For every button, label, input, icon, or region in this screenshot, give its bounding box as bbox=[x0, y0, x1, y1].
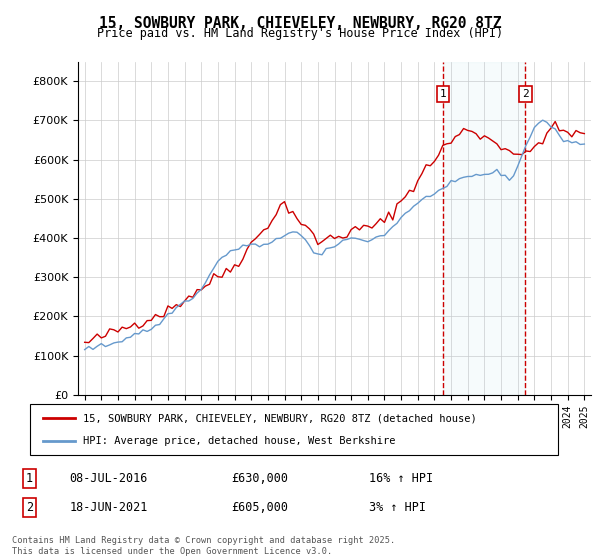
Text: 2: 2 bbox=[522, 88, 529, 99]
Text: 15, SOWBURY PARK, CHIEVELEY, NEWBURY, RG20 8TZ: 15, SOWBURY PARK, CHIEVELEY, NEWBURY, RG… bbox=[99, 16, 501, 31]
Text: 1: 1 bbox=[440, 88, 446, 99]
Text: 15, SOWBURY PARK, CHIEVELEY, NEWBURY, RG20 8TZ (detached house): 15, SOWBURY PARK, CHIEVELEY, NEWBURY, RG… bbox=[83, 413, 476, 423]
Text: 08-JUL-2016: 08-JUL-2016 bbox=[70, 472, 148, 485]
Bar bbox=[443, 62, 526, 395]
Text: £630,000: £630,000 bbox=[231, 472, 288, 485]
Text: Price paid vs. HM Land Registry's House Price Index (HPI): Price paid vs. HM Land Registry's House … bbox=[97, 27, 503, 40]
Text: £605,000: £605,000 bbox=[231, 501, 288, 515]
Text: 1: 1 bbox=[26, 472, 33, 485]
Text: HPI: Average price, detached house, West Berkshire: HPI: Average price, detached house, West… bbox=[83, 436, 395, 446]
Text: Contains HM Land Registry data © Crown copyright and database right 2025.
This d: Contains HM Land Registry data © Crown c… bbox=[12, 536, 395, 556]
Text: 16% ↑ HPI: 16% ↑ HPI bbox=[369, 472, 433, 485]
Text: 3% ↑ HPI: 3% ↑ HPI bbox=[369, 501, 426, 515]
FancyBboxPatch shape bbox=[30, 404, 558, 455]
Text: 2: 2 bbox=[26, 501, 33, 515]
Text: 18-JUN-2021: 18-JUN-2021 bbox=[70, 501, 148, 515]
